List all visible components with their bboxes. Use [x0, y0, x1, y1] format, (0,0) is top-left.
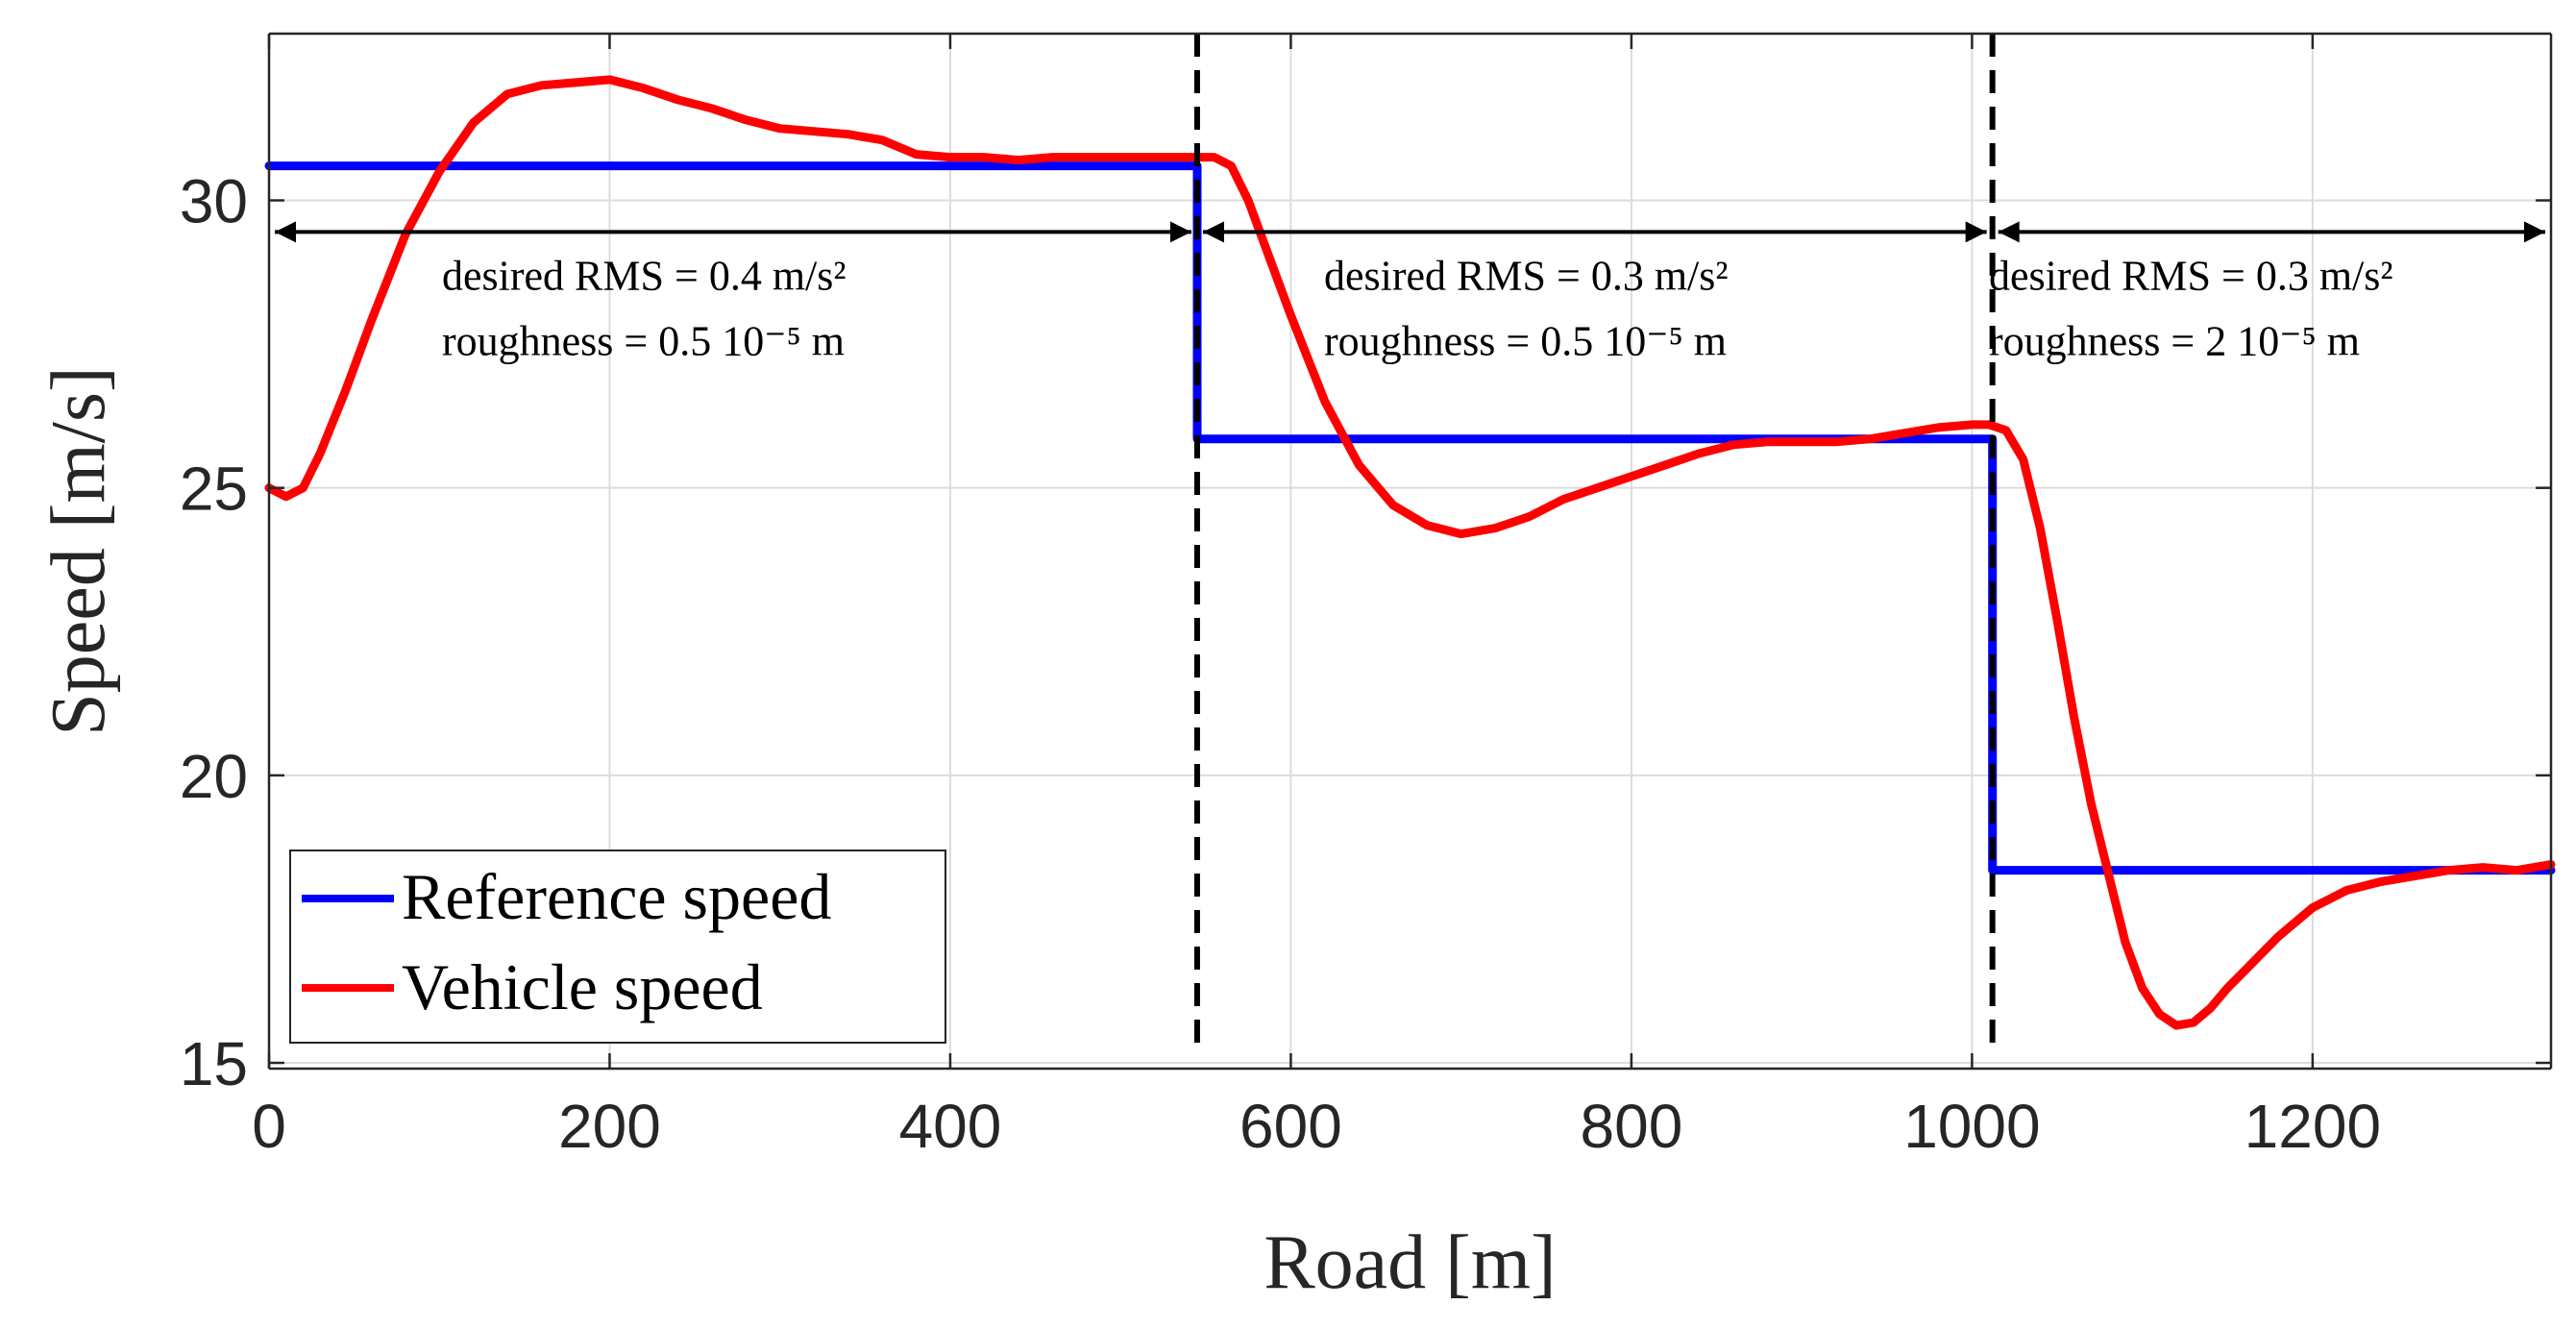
x-tick-label-1200: 1200	[2245, 1092, 2381, 1161]
y-axis-label: Speed [m/s]	[37, 366, 121, 735]
segment-annotations: desired RMS = 0.4 m/s² roughness = 0.5 10…	[275, 221, 2545, 364]
x-tick-label-600: 600	[1239, 1092, 1342, 1161]
annotation-roughness-2: roughness = 0.5 10⁻⁵ m	[1324, 317, 1727, 364]
annotation-roughness-3: roughness = 2 10⁻⁵ m	[1989, 317, 2360, 364]
x-tick-label-800: 800	[1581, 1092, 1683, 1161]
arrowhead-right-3	[2524, 221, 2545, 243]
annotation-rms-3: desired RMS = 0.3 m/s²	[1989, 252, 2393, 299]
x-axis-label: Road [m]	[1263, 1220, 1556, 1305]
annotation-rms-1: desired RMS = 0.4 m/s²	[442, 252, 846, 299]
arrowhead-left-3	[1998, 221, 2020, 243]
y-tick-label-30: 30	[180, 167, 248, 236]
x-tick-label-200: 200	[558, 1092, 661, 1161]
arrowhead-left-2	[1202, 221, 1224, 243]
legend-label-reference: Reference speed	[402, 860, 831, 933]
y-tick-label-20: 20	[180, 742, 248, 811]
arrowhead-right-2	[1965, 221, 1987, 243]
x-tick-label-1000: 1000	[1903, 1092, 2040, 1161]
reference-speed-line	[264, 161, 2556, 875]
y-tick-label-15: 15	[180, 1029, 248, 1098]
annotation-rms-2: desired RMS = 0.3 m/s²	[1324, 252, 1729, 299]
arrowhead-left-1	[275, 221, 296, 243]
y-tick-label-25: 25	[180, 455, 248, 524]
annotation-roughness-1: roughness = 0.5 10⁻⁵ m	[442, 317, 845, 364]
reference-speed-series	[264, 161, 2556, 875]
arrowhead-right-1	[1169, 221, 1191, 243]
vehicle-speed-series	[264, 75, 2556, 1030]
x-tick-label-400: 400	[899, 1092, 1002, 1161]
grid-lines	[268, 34, 2551, 1069]
x-tick-label-0: 0	[252, 1092, 286, 1161]
legend-label-vehicle: Vehicle speed	[402, 950, 763, 1023]
legend: Reference speed Vehicle speed	[289, 850, 946, 1044]
legend-box	[289, 850, 946, 1044]
plot-axes	[267, 32, 2553, 1071]
segment-divider-lines	[1193, 34, 1996, 1049]
tick-labels: 0 200 400 600 800 1000 1200 15 20 25 30	[180, 167, 2381, 1161]
vehicle-speed-line	[264, 75, 2556, 1030]
